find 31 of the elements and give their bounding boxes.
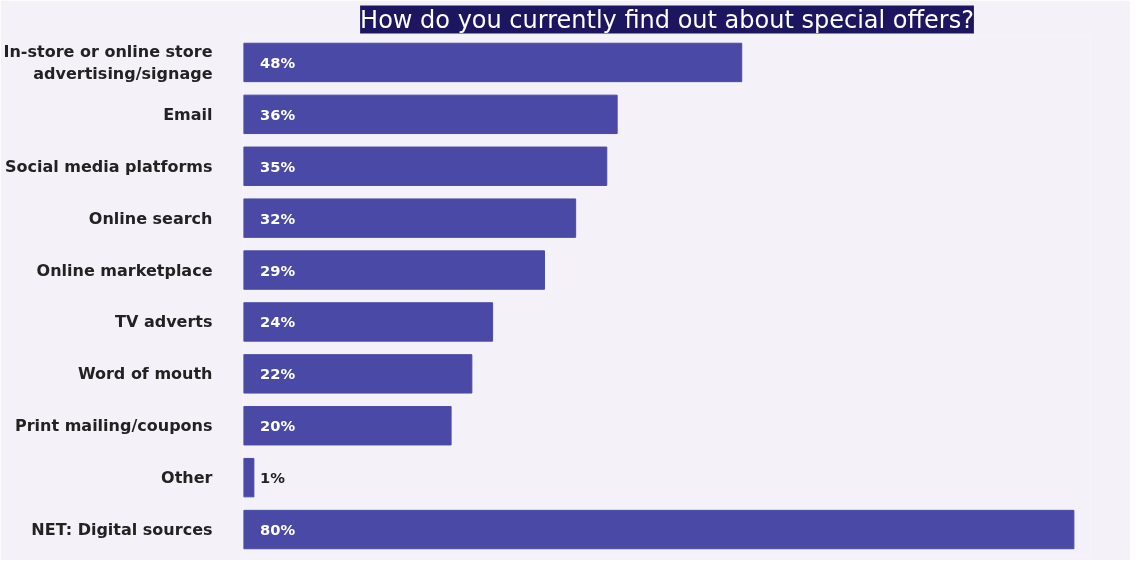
y-tick-label: Print mailing/coupons bbox=[14, 416, 213, 436]
chart-title: How do you currently find out about special offers? bbox=[360, 5, 974, 34]
bar bbox=[243, 250, 546, 290]
bar bbox=[243, 354, 473, 394]
data-label: 22% bbox=[260, 365, 296, 383]
y-tick-label: Social media platforms bbox=[4, 156, 213, 176]
bar bbox=[243, 509, 1075, 550]
data-label: 80% bbox=[260, 521, 296, 539]
data-label: 32% bbox=[260, 209, 296, 227]
y-tick-label: Email bbox=[163, 104, 213, 124]
y-tick-label: Other bbox=[161, 468, 213, 488]
y-tick-label: Online marketplace bbox=[36, 260, 213, 280]
y-tick-label: NET: Digital sources bbox=[31, 520, 213, 540]
bar bbox=[243, 457, 255, 498]
bar bbox=[243, 146, 608, 186]
y-tick-label: In-store or online store advertising/signage bbox=[3, 41, 213, 84]
data-label: 20% bbox=[260, 417, 296, 435]
data-label: 36% bbox=[260, 105, 296, 123]
y-tick-label: Online search bbox=[88, 208, 213, 228]
bar bbox=[243, 406, 452, 446]
data-label: 29% bbox=[260, 261, 296, 279]
bar bbox=[243, 42, 743, 83]
data-label: 35% bbox=[260, 157, 296, 175]
data-label: 48% bbox=[260, 53, 296, 71]
bar bbox=[243, 198, 577, 238]
data-label: 1% bbox=[260, 469, 286, 487]
data-label: 24% bbox=[260, 313, 296, 331]
bar bbox=[243, 302, 494, 342]
y-tick-label: Word of mouth bbox=[77, 364, 213, 384]
bar bbox=[243, 94, 618, 135]
y-tick-label: TV adverts bbox=[115, 312, 213, 332]
